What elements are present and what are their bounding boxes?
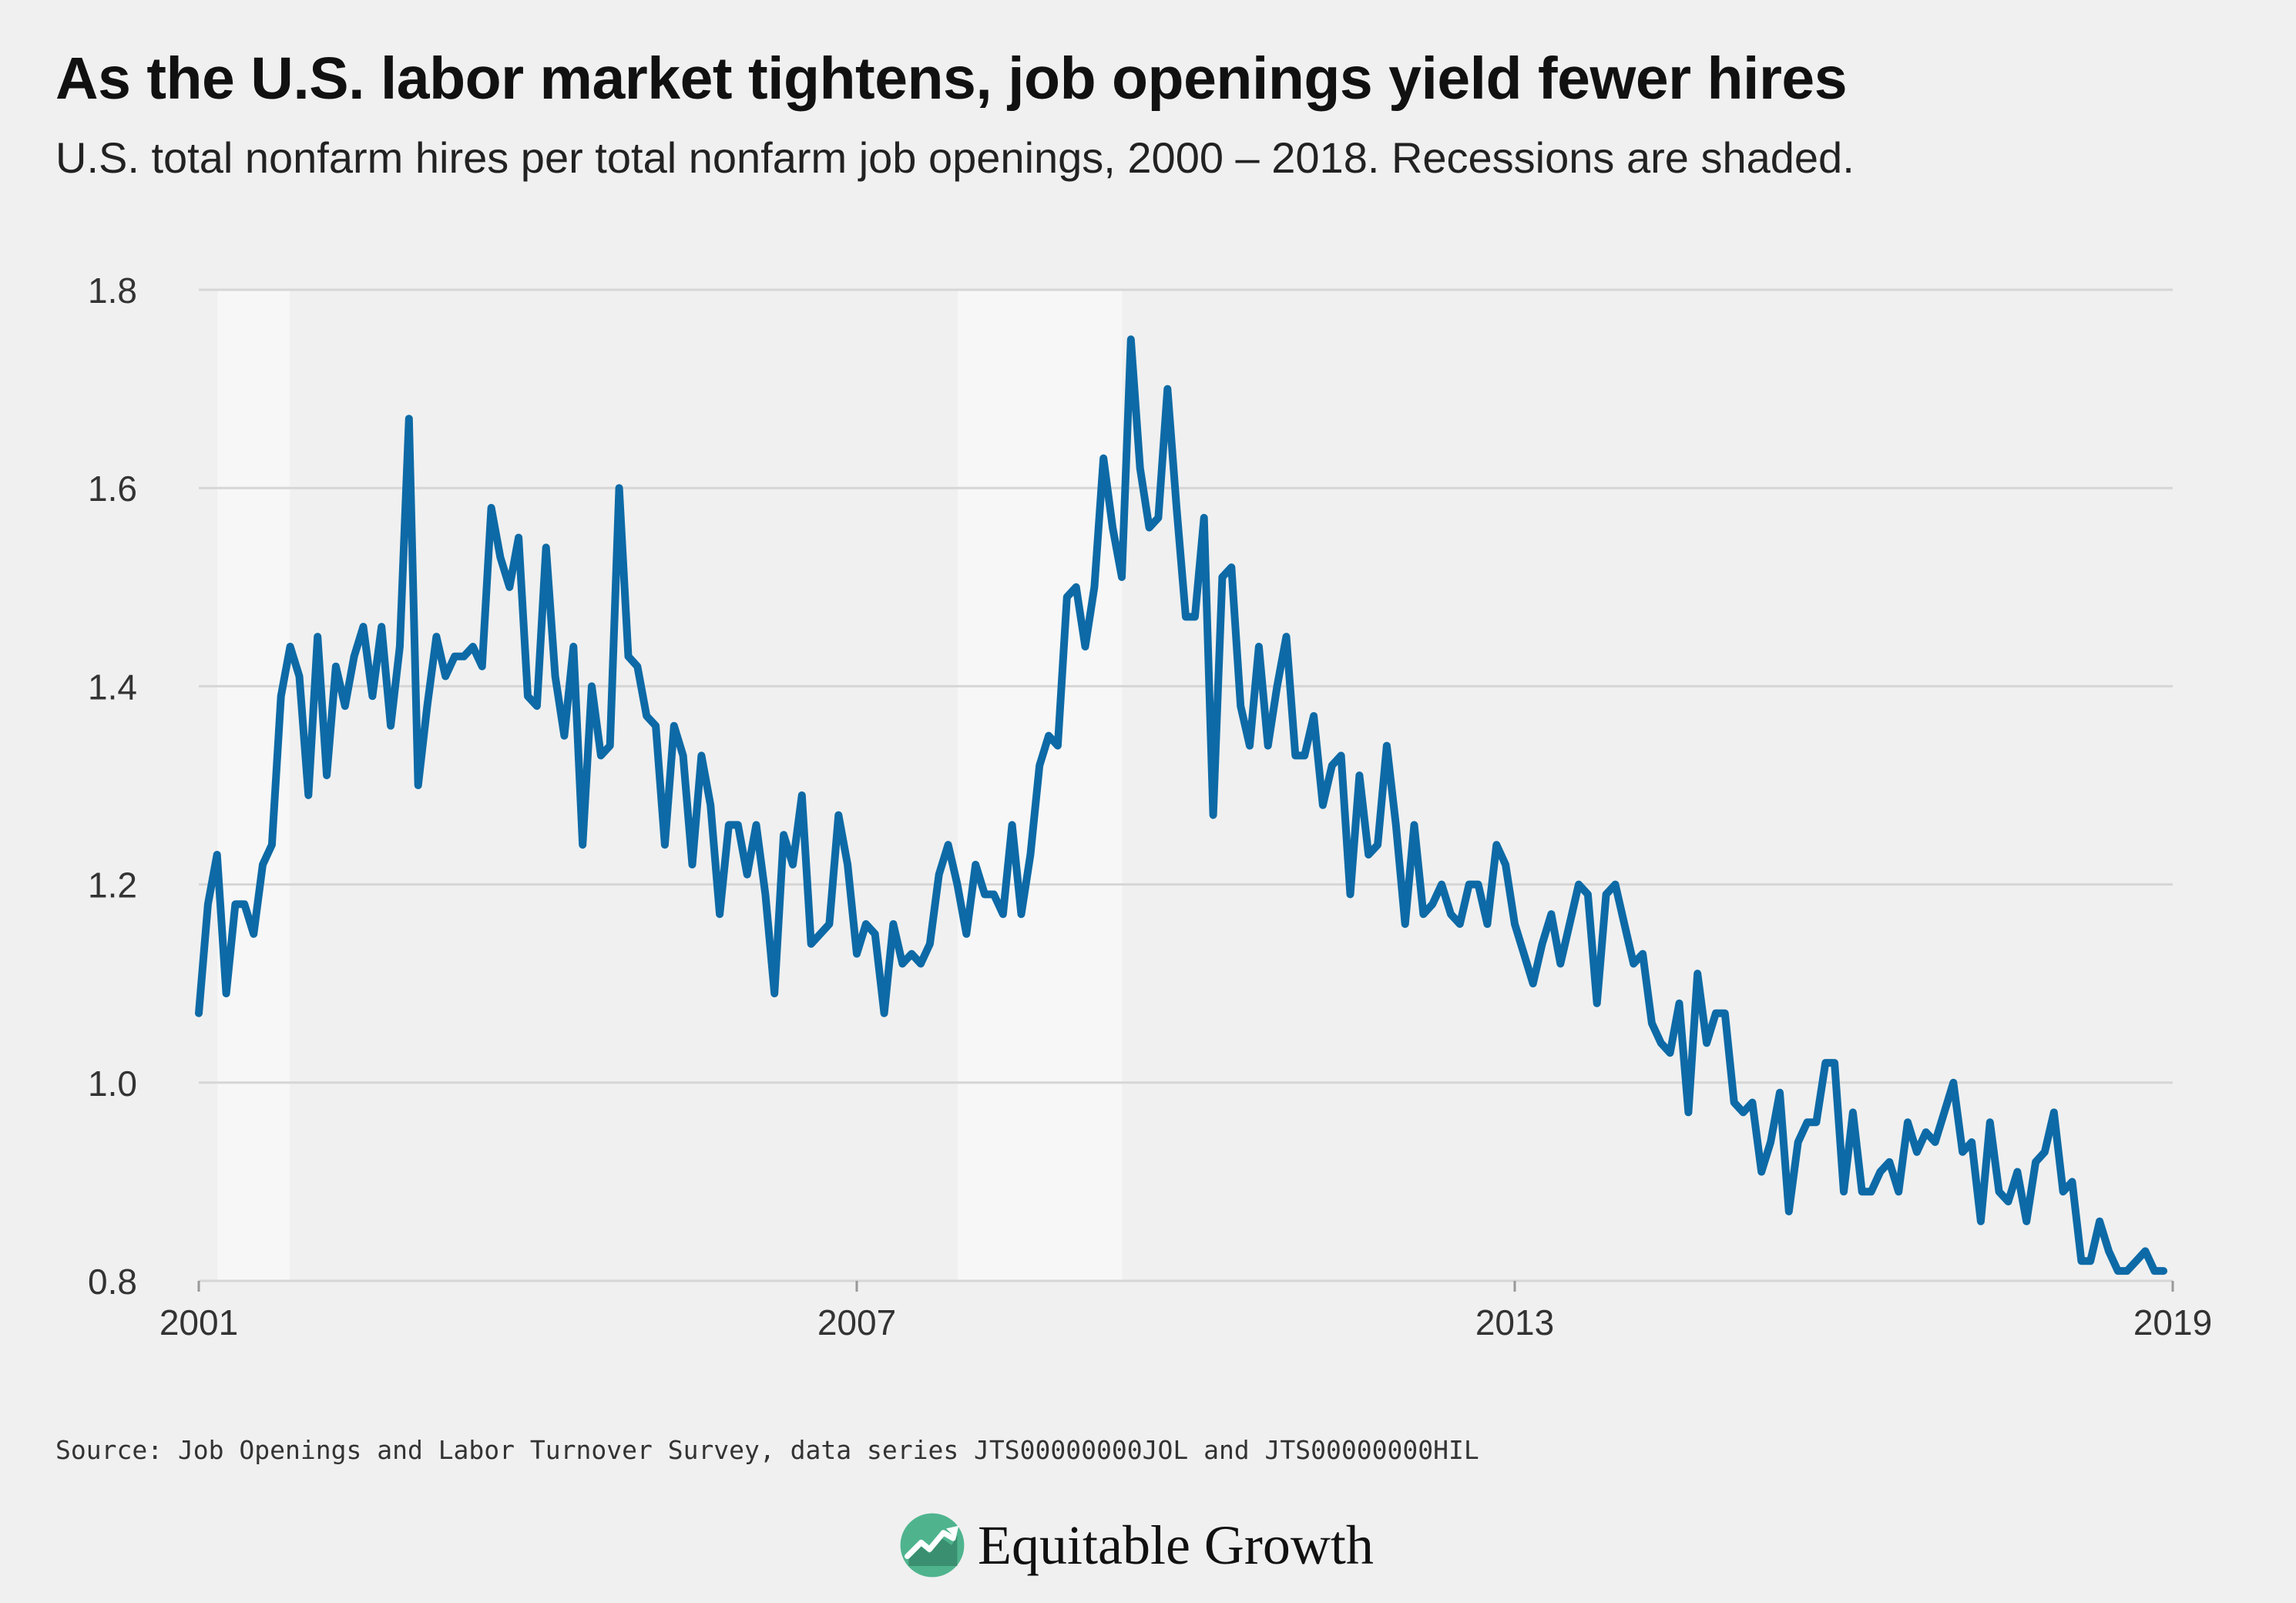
brand-name: Equitable Growth <box>978 1514 1374 1576</box>
brand-logo-group: Equitable Growth <box>898 1511 1374 1580</box>
y-tick-label: 1.8 <box>88 271 137 311</box>
chart-area: 0.8 1.0 1.2 1.4 1.6 1.8 2001 2007 2013 2019 <box>88 271 2212 1343</box>
x-tick-label: 2019 <box>2133 1302 2212 1343</box>
source-note: Source: Job Openings and Labor Turnover … <box>55 1435 1479 1465</box>
chart-growth-logo-icon <box>900 1513 965 1578</box>
chart-subtitle: U.S. total nonfarm hires per total nonfa… <box>55 133 1855 182</box>
y-tick-label: 0.8 <box>88 1262 137 1302</box>
x-tick-label: 2001 <box>159 1302 238 1343</box>
x-tick-label: 2007 <box>817 1302 896 1343</box>
chart-title: As the U.S. labor market tightens, job o… <box>55 45 1848 112</box>
y-tick-label: 1.0 <box>88 1064 137 1104</box>
line-chart: 0.8 1.0 1.2 1.4 1.6 1.8 2001 2007 2013 2019 <box>88 271 2212 1343</box>
y-tick-label: 1.4 <box>88 667 137 707</box>
x-tick-label: 2013 <box>1475 1302 1554 1343</box>
y-tick-label: 1.2 <box>88 865 137 906</box>
y-tick-label: 1.6 <box>88 469 137 509</box>
series-line-1 <box>195 335 2168 1275</box>
